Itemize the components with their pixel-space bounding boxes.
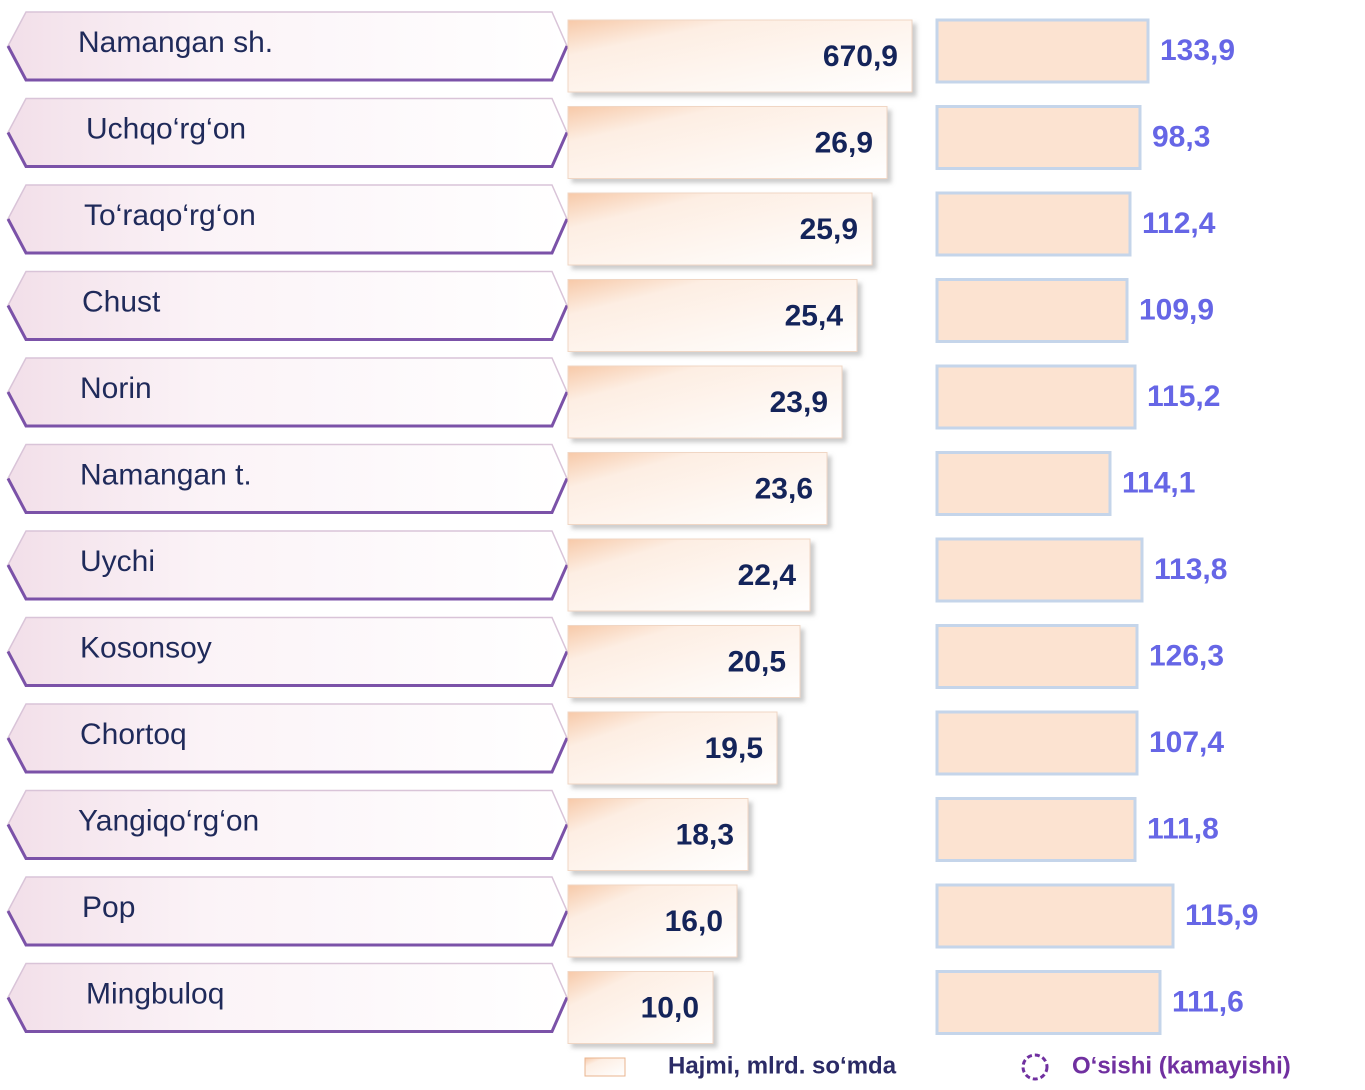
volume-value: 670,9 [823, 40, 898, 73]
volume-value: 23,9 [770, 386, 828, 419]
volume-box [567, 192, 873, 266]
legend-swatch-growth [1021, 1053, 1049, 1081]
volume-value: 16,0 [665, 905, 723, 938]
growth-box [935, 191, 1132, 257]
growth-box [935, 797, 1137, 862]
district-name: Namangan sh. [78, 26, 273, 59]
name-arrow-edge [6, 737, 569, 774]
volume-box [567, 106, 888, 179]
growth-box [935, 537, 1144, 603]
volume-box [567, 365, 843, 439]
volume-value: 19,5 [705, 732, 763, 765]
volume-value: 10,0 [641, 991, 699, 1024]
growth-box [935, 710, 1139, 776]
district-name: Yangiqo‘rg‘on [78, 804, 259, 837]
volume-box [567, 884, 738, 958]
district-name: Pop [82, 891, 135, 924]
name-arrow-edge [6, 910, 569, 947]
name-arrow-edge [6, 45, 569, 82]
legend-growth: O‘sishi (kamayishi) [1072, 1052, 1291, 1079]
name-arrow-edge [6, 391, 569, 428]
volume-value: 25,9 [800, 213, 858, 246]
growth-box [935, 18, 1150, 84]
volume-box [567, 711, 778, 785]
growth-value: 112,4 [1142, 207, 1216, 240]
growth-value: 133,9 [1160, 34, 1235, 67]
growth-value: 111,6 [1172, 985, 1244, 1018]
volume-value: 18,3 [676, 818, 734, 851]
district-name: Uychi [80, 545, 155, 578]
growth-value: 115,2 [1147, 380, 1220, 413]
volume-box [567, 625, 801, 698]
name-arrow-edge [6, 218, 569, 255]
legend-volume: Hajmi, mlrd. so‘mda [668, 1052, 897, 1079]
volume-box [567, 279, 858, 352]
growth-box [935, 883, 1175, 949]
district-name: Norin [80, 372, 152, 405]
growth-value: 107,4 [1149, 726, 1224, 759]
volume-box [567, 19, 913, 93]
growth-value: 113,8 [1154, 553, 1227, 586]
growth-box [935, 364, 1137, 430]
volume-value: 20,5 [728, 645, 786, 678]
growth-value: 115,9 [1185, 899, 1258, 932]
name-arrow-edge [6, 650, 569, 687]
volume-box [567, 452, 828, 525]
growth-value: 109,9 [1139, 293, 1214, 326]
growth-value: 98,3 [1152, 120, 1210, 153]
district-name: Chust [82, 285, 161, 318]
name-arrow-edge [6, 564, 569, 601]
name-arrow-edge [6, 996, 569, 1033]
name-arrow-edge [6, 477, 569, 514]
district-name: Namangan t. [80, 458, 252, 491]
growth-value: 114,1 [1122, 466, 1195, 499]
volume-box [567, 538, 811, 612]
legend-swatch-volume [584, 1057, 626, 1077]
name-arrow-edge [6, 131, 569, 168]
volume-value: 26,9 [815, 126, 873, 159]
volume-value: 22,4 [738, 559, 797, 592]
growth-box [935, 105, 1142, 170]
district-name: To‘raqo‘rg‘on [84, 199, 256, 232]
growth-box [935, 278, 1129, 343]
volume-value: 25,4 [785, 299, 844, 332]
district-name: Uchqo‘rg‘on [86, 112, 246, 145]
volume-box [567, 971, 714, 1044]
volume-value: 23,6 [755, 472, 813, 505]
growth-box [935, 451, 1112, 516]
name-arrow-edge [6, 823, 569, 860]
district-name: Mingbuloq [86, 977, 224, 1010]
volume-box [567, 798, 749, 871]
growth-box [935, 970, 1162, 1035]
growth-box [935, 624, 1139, 689]
district-name: Kosonsoy [80, 631, 212, 664]
growth-value: 111,8 [1147, 812, 1219, 845]
district-name: Chortoq [80, 718, 187, 751]
growth-value: 126,3 [1149, 639, 1224, 672]
name-arrow-edge [6, 304, 569, 341]
